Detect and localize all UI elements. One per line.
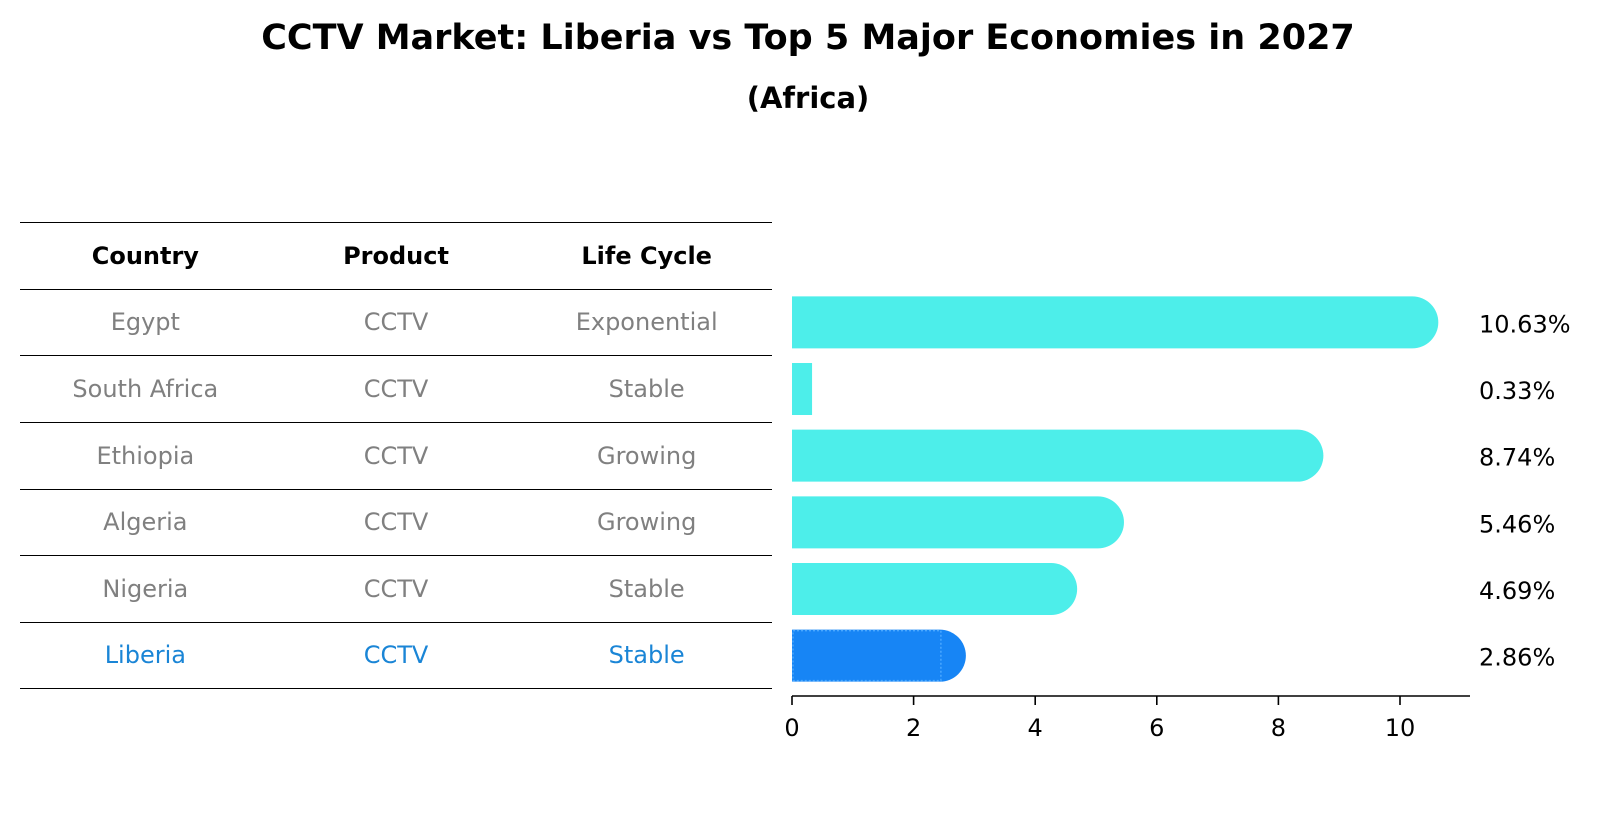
cell-life-cycle: Stable	[608, 575, 685, 604]
cell-country: Liberia	[104, 641, 186, 670]
data-label: 10.63%	[1479, 310, 1571, 338]
table-row: South Africa CCTV Stable	[20, 355, 772, 422]
cell-product: CCTV	[363, 441, 429, 470]
bar-nigeria	[792, 563, 1078, 616]
cell-product: CCTV	[363, 508, 429, 537]
cell-product: CCTV	[363, 575, 429, 604]
bar-algeria	[792, 496, 1124, 549]
data-table: Country Product Life Cycle Egypt CCTV Ex…	[20, 222, 772, 689]
bar-egypt	[792, 296, 1439, 349]
x-tick-label: 10	[1385, 714, 1416, 742]
data-label: 5.46%	[1479, 510, 1555, 538]
cell-country: Nigeria	[102, 575, 189, 604]
x-tick-label: 4	[1028, 714, 1043, 742]
x-tick-label: 2	[906, 714, 921, 742]
data-label: 0.33%	[1479, 377, 1555, 405]
bar-ethiopia	[792, 429, 1324, 482]
table-row: Egypt CCTV Exponential	[20, 288, 772, 356]
data-label: 4.69%	[1479, 577, 1555, 605]
header-product: Product	[343, 241, 449, 270]
table-row: Nigeria CCTV Stable	[20, 555, 772, 622]
table-header-row: Country Product Life Cycle	[20, 222, 772, 289]
cell-product: CCTV	[363, 375, 429, 404]
cell-life-cycle: Stable	[608, 641, 685, 670]
data-label: 8.74%	[1479, 444, 1555, 472]
chart-title: CCTV Market: Liberia vs Top 5 Major Econ…	[261, 18, 1355, 58]
cell-life-cycle: Growing	[596, 441, 697, 470]
bar-south-africa	[792, 363, 813, 416]
table-row: Ethiopia CCTV Growing	[20, 421, 772, 489]
cell-country: Egypt	[110, 308, 180, 337]
table-row-highlighted: Liberia CCTV Stable	[20, 621, 772, 689]
cell-country: Algeria	[103, 508, 188, 537]
data-label: 2.86%	[1479, 644, 1555, 672]
x-tick-label: 0	[784, 714, 799, 742]
bar-liberia	[792, 629, 966, 682]
cell-life-cycle: Growing	[596, 508, 697, 537]
chart-subtitle: (Africa)	[746, 81, 870, 115]
header-life-cycle: Life Cycle	[581, 241, 712, 270]
cell-life-cycle: Stable	[608, 375, 685, 404]
cell-life-cycle: Exponential	[575, 308, 718, 337]
cell-product: CCTV	[363, 641, 429, 670]
cell-product: CCTV	[363, 308, 429, 337]
x-tick-label: 8	[1271, 714, 1286, 742]
x-tick-label: 6	[1149, 714, 1164, 742]
cell-country: South Africa	[72, 375, 219, 404]
cell-country: Ethiopia	[96, 441, 195, 470]
bar-highlight-outline	[792, 629, 942, 682]
header-country: Country	[91, 241, 199, 270]
table-row: Algeria CCTV Growing	[20, 488, 772, 556]
